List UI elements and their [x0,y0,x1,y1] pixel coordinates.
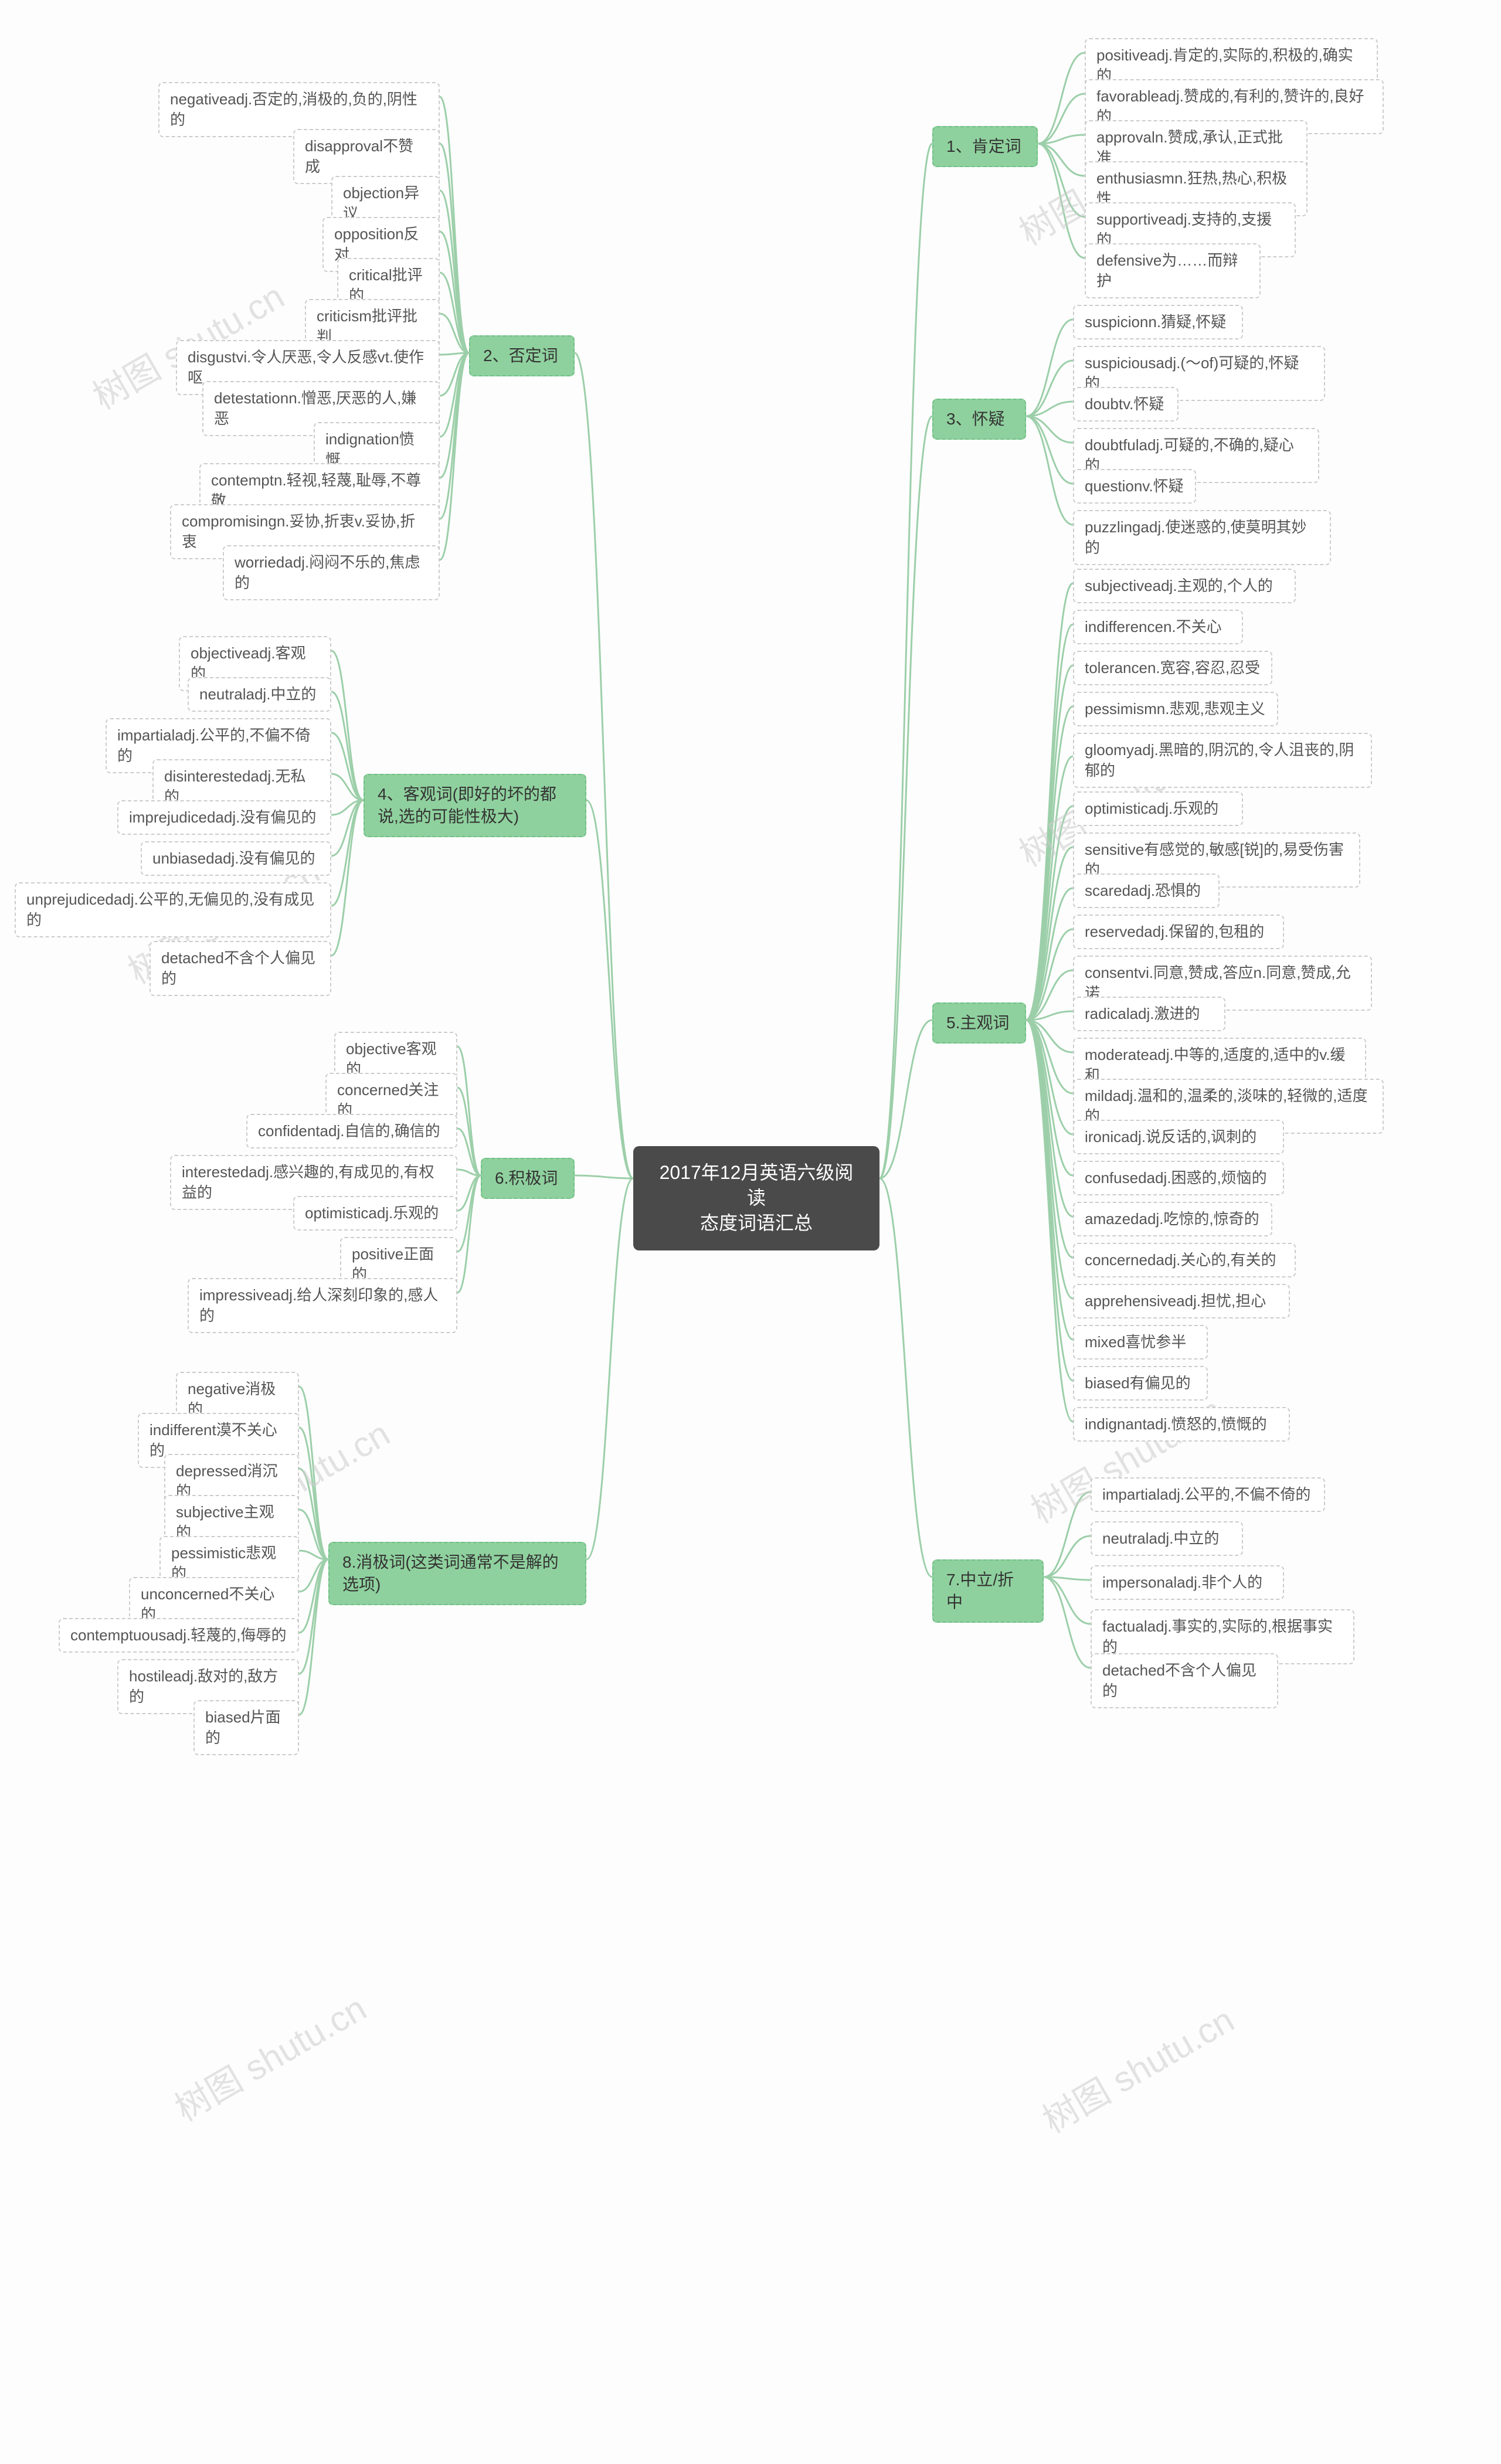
leaf-node[interactable]: indifferencen.不关心 [1073,610,1243,644]
leaf-node[interactable]: amazedadj.吃惊的,惊奇的 [1073,1202,1272,1236]
leaf-node[interactable]: contemptuousadj.轻蔑的,侮辱的 [59,1618,299,1653]
leaf-node[interactable]: defensive为……而辩护 [1085,243,1261,298]
leaf-node[interactable]: unbiasedadj.没有偏见的 [141,841,331,876]
leaf-node[interactable]: unprejudicedadj.公平的,无偏见的,没有成见的 [15,882,331,937]
leaf-node[interactable]: ironicadj.说反话的,讽刺的 [1073,1120,1284,1154]
leaf-node[interactable]: biased有偏见的 [1073,1366,1208,1401]
branch-b1[interactable]: 1、肯定词 [932,126,1038,167]
leaf-node[interactable]: questionv.怀疑 [1073,469,1196,504]
leaf-node[interactable]: optimisticadj.乐观的 [293,1196,457,1231]
leaf-node[interactable]: suspicionn.猜疑,怀疑 [1073,305,1243,339]
branch-b8[interactable]: 8.消极词(这类词通常不是解的选项) [328,1542,586,1605]
leaf-node[interactable]: doubtv.怀疑 [1073,387,1179,422]
leaf-node[interactable]: neutraladj.中立的 [188,677,331,712]
leaf-node[interactable]: subjectiveadj.主观的,个人的 [1073,569,1296,603]
leaf-node[interactable]: neutraladj.中立的 [1091,1521,1243,1556]
leaf-node[interactable]: tolerancen.宽容,容忍,忍受 [1073,651,1272,685]
branch-b4[interactable]: 4、客观词(即好的坏的都说,选的可能性极大) [364,774,586,837]
watermark: 树图 shutu.cn [1032,1992,1242,2143]
leaf-node[interactable]: confusedadj.困惑的,烦恼的 [1073,1161,1284,1195]
leaf-node[interactable]: apprehensiveadj.担忧,担心 [1073,1284,1290,1318]
watermark: 树图 shutu.cn [164,1980,374,2131]
branch-b5[interactable]: 5.主观词 [932,1002,1026,1044]
branch-b6[interactable]: 6.积极词 [481,1158,575,1199]
leaf-node[interactable]: gloomyadj.黑暗的,阴沉的,令人沮丧的,阴郁的 [1073,733,1372,788]
leaf-node[interactable]: detached不含个人偏见的 [1091,1653,1278,1708]
leaf-node[interactable]: pessimismn.悲观,悲观主义 [1073,692,1278,726]
leaf-node[interactable]: impersonaladj.非个人的 [1091,1565,1284,1600]
branch-b3[interactable]: 3、怀疑 [932,399,1026,440]
leaf-node[interactable]: puzzlingadj.使迷惑的,使莫明其妙的 [1073,510,1331,565]
leaf-node[interactable]: confidentadj.自信的,确信的 [246,1114,457,1148]
leaf-node[interactable]: indignantadj.愤怒的,愤慨的 [1073,1407,1290,1442]
leaf-node[interactable]: biased片面的 [193,1700,299,1755]
root-node[interactable]: 2017年12月英语六级阅读态度词语汇总 [633,1146,879,1250]
leaf-node[interactable]: radicaladj.激进的 [1073,997,1225,1031]
leaf-node[interactable]: worriedadj.闷闷不乐的,焦虑的 [223,545,440,600]
branch-b2[interactable]: 2、否定词 [469,335,575,376]
leaf-node[interactable]: imprejudicedadj.没有偏见的 [117,800,331,835]
leaf-node[interactable]: reservedadj.保留的,包租的 [1073,915,1284,949]
branch-b7[interactable]: 7.中立/折中 [932,1559,1044,1623]
leaf-node[interactable]: scaredadj.恐惧的 [1073,874,1220,908]
leaf-node[interactable]: impressiveadj.给人深刻印象的,感人的 [188,1278,457,1333]
leaf-node[interactable]: optimisticadj.乐观的 [1073,791,1243,826]
leaf-node[interactable]: detached不含个人偏见的 [150,941,331,996]
leaf-node[interactable]: mixed喜忧参半 [1073,1325,1208,1360]
leaf-node[interactable]: impartialadj.公平的,不偏不倚的 [1091,1477,1325,1512]
leaf-node[interactable]: concernedadj.关心的,有关的 [1073,1243,1296,1277]
